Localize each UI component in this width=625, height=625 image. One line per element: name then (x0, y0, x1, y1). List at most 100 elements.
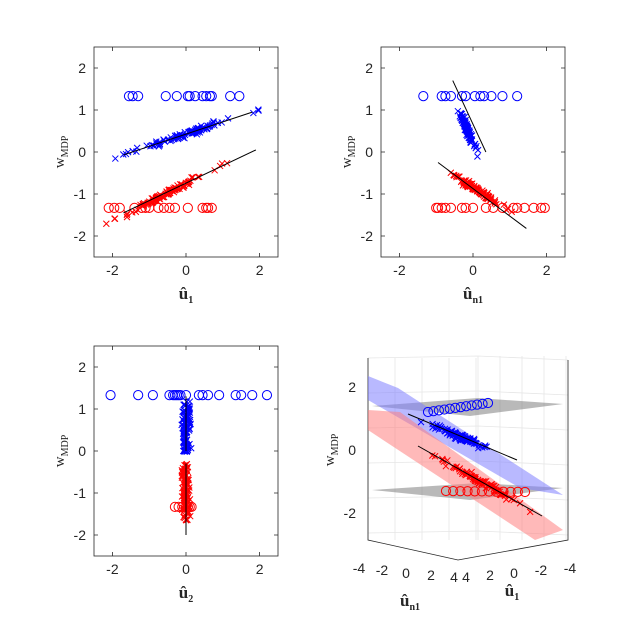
projection-point (197, 390, 208, 401)
sample-point (508, 208, 516, 216)
sample-point (181, 435, 189, 442)
blue-fit-line (407, 413, 518, 461)
projection-point (475, 91, 486, 102)
x2-tick-label: 2 (486, 567, 494, 583)
x-tick-label: -2 (106, 262, 119, 278)
x-tick-label: 0 (182, 561, 190, 577)
x-tick-label: -2 (106, 561, 119, 577)
sample-point (497, 491, 504, 498)
z-axis-label: wMDP (322, 433, 341, 466)
sample-point (462, 124, 470, 132)
sample-point (250, 109, 257, 117)
x2-axis-label: û1 (505, 581, 519, 603)
sample-point (181, 477, 189, 485)
sample-point (185, 497, 192, 505)
sample-point (455, 173, 462, 180)
sample-point (255, 107, 262, 115)
projection-point (169, 202, 181, 213)
projection-point (497, 91, 508, 102)
z-tick-label: 0 (348, 442, 356, 458)
projection-point (206, 202, 217, 213)
sample-point (491, 200, 499, 207)
projection-point (114, 202, 125, 213)
subplot-u2: -2 0 2 2 1 0 -1 -2 û2 wMDP (52, 345, 279, 605)
sample-point (183, 398, 190, 406)
projection-point (539, 202, 550, 213)
projection-point (261, 390, 273, 401)
sample-point (210, 118, 217, 125)
z-tick-label: 2 (348, 379, 356, 395)
y-axis-label: wMDP (339, 135, 358, 168)
projection-point (471, 399, 483, 410)
projection-point (201, 91, 212, 102)
sample-point (181, 496, 189, 503)
x2-tick-label: -2 (535, 562, 548, 578)
sample-point (181, 432, 189, 440)
sample-point (500, 201, 508, 208)
blue-fit-line (452, 80, 487, 153)
x2-tick-label: 0 (510, 565, 518, 581)
class-red-samples (428, 452, 534, 516)
y-tick-label: 0 (78, 144, 86, 160)
sample-point (474, 478, 482, 486)
projection-point (477, 398, 488, 409)
x-tick-label: -4 (353, 560, 366, 576)
sample-point (255, 106, 262, 113)
sample-point (185, 487, 193, 494)
sample-point (178, 472, 186, 480)
projection-point (486, 91, 497, 102)
projection-point (202, 390, 214, 401)
projection-point (422, 406, 434, 418)
y-tick-label: -2 (74, 228, 87, 244)
projection-point (190, 91, 201, 102)
projection-point (467, 202, 479, 213)
x-axis-label: û1 (179, 284, 193, 306)
x-tick-label: -2 (393, 262, 406, 278)
x2-tick-label: -4 (564, 560, 577, 576)
y-axis-label: wMDP (52, 434, 71, 467)
sample-point (526, 508, 534, 516)
projection-point (202, 202, 214, 213)
sample-point (214, 119, 222, 127)
subplot-un1: -2 0 2 2 1 0 -1 -2 ûn1 wMDP (339, 46, 566, 306)
projection-point (519, 486, 531, 498)
z-tick-label: -2 (344, 505, 357, 521)
sample-point (178, 506, 186, 514)
sample-point (123, 211, 131, 219)
projection-point (230, 390, 241, 401)
projection-point (147, 390, 158, 401)
projection-point (428, 406, 439, 417)
red-fit-line (437, 162, 527, 229)
projection-point (236, 390, 247, 401)
x-axis-label: ûn1 (463, 284, 483, 306)
projection-point (455, 486, 466, 497)
projection-point (184, 91, 195, 102)
sample-point (179, 424, 186, 432)
y-tick-label: 1 (78, 102, 86, 118)
projection-point (469, 486, 480, 497)
projection-point (512, 202, 523, 213)
projection-point (234, 91, 245, 102)
sample-point (451, 434, 459, 442)
projection-point (478, 91, 490, 102)
class-blue-samples (454, 107, 482, 160)
y-tick-label: 2 (78, 359, 86, 375)
x-tick-label: 2 (427, 567, 435, 583)
sample-point (478, 480, 486, 488)
y-tick-label: 1 (78, 401, 86, 417)
sample-point (183, 460, 191, 468)
sample-point (185, 508, 193, 516)
class-red-projections (431, 202, 550, 213)
projection-point (535, 202, 547, 213)
projection-point (247, 390, 258, 401)
x-tick-label: -2 (376, 562, 389, 578)
sample-point (185, 402, 192, 410)
projection-point (158, 202, 170, 213)
sample-point (474, 153, 481, 160)
x-tick-label: 0 (182, 262, 190, 278)
x2-tick-label: 4 (462, 569, 470, 585)
projection-point (444, 403, 455, 414)
projection-point (482, 397, 494, 409)
